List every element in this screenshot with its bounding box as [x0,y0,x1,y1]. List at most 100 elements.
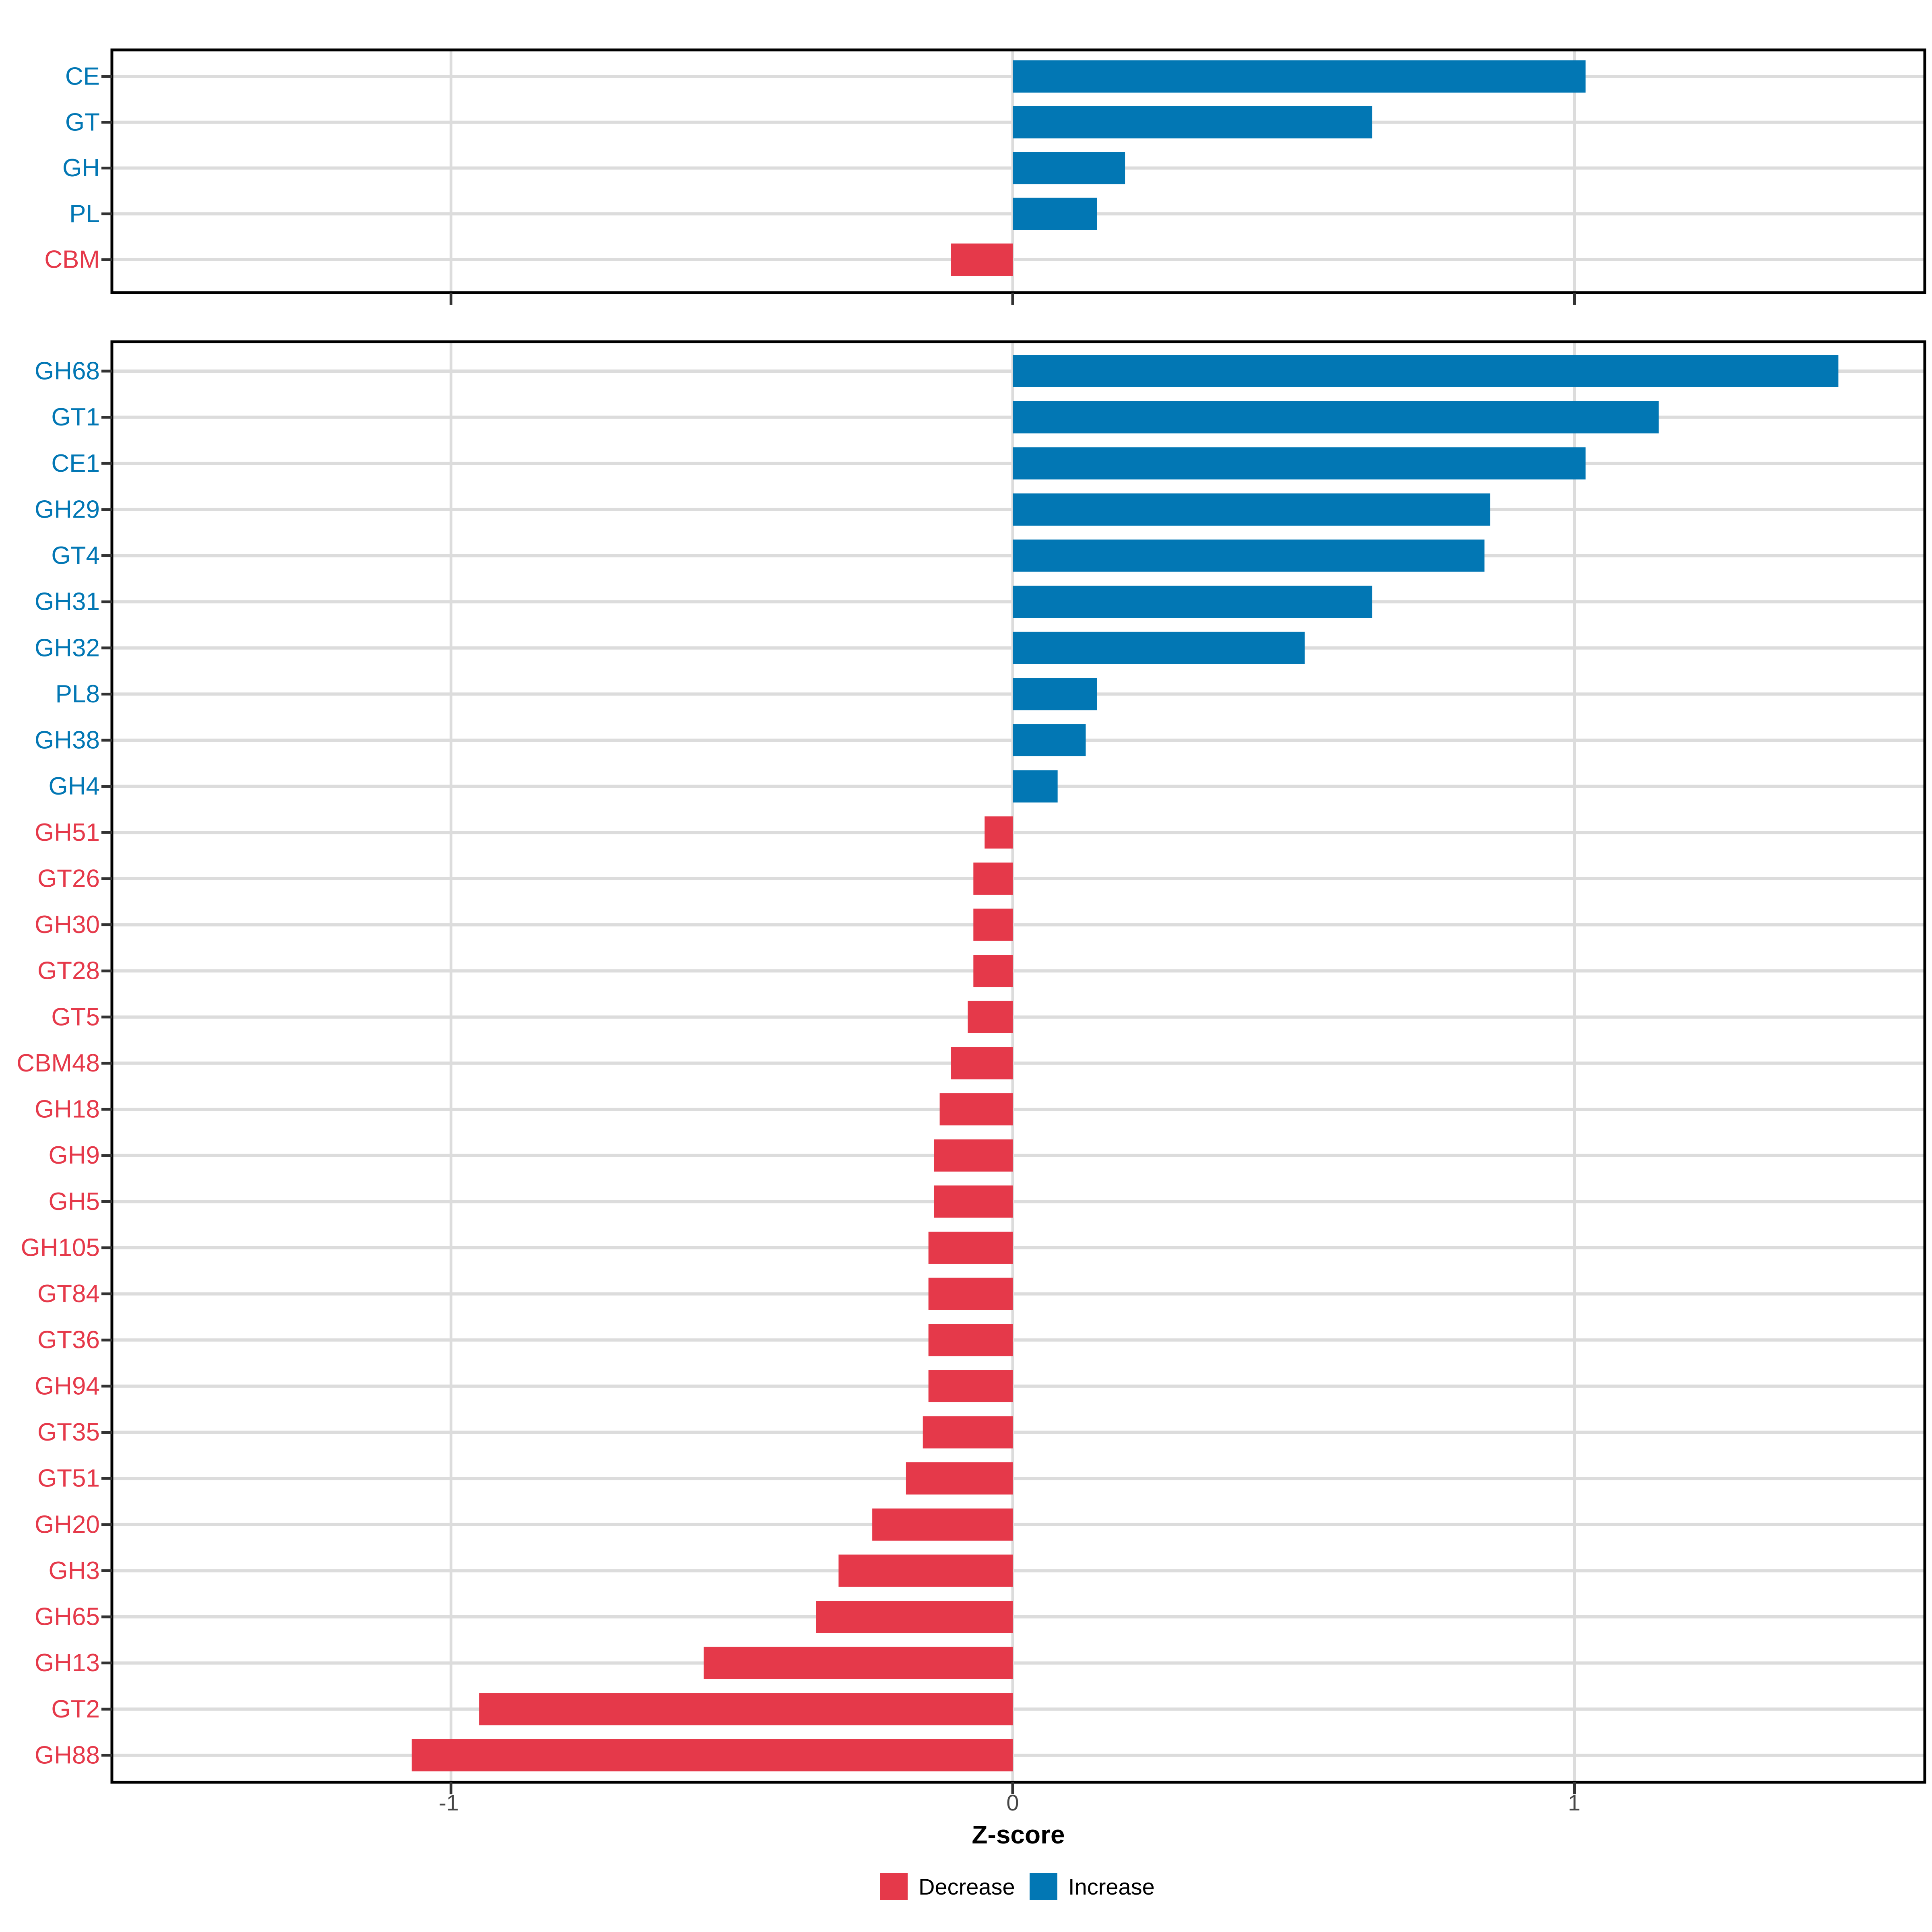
row-label-GH65: GH65 [35,1603,100,1631]
bar-GH4 [1013,770,1058,803]
bar-GH68 [1013,355,1839,387]
gridline-x-1 [1573,50,1576,293]
gridline-y-GT51 [112,1477,1925,1480]
row-label-GH5: GH5 [49,1188,100,1216]
gridline-y-GH94 [112,1384,1925,1388]
bar-GH105 [928,1231,1013,1264]
row-label-GH4: GH4 [49,772,100,800]
x-axis: -1 0 1 Z-score [439,1790,1580,1849]
y-tick-GH13 [101,1662,112,1665]
panel-border [110,48,1926,294]
x-axis-title: Z-score [972,1820,1065,1849]
y-tick-PL8 [101,692,112,696]
bar-GH32 [1013,632,1305,664]
gridline-y-GT35 [112,1430,1925,1434]
y-tick-GT [101,121,112,124]
gridline-y-GT28 [112,969,1925,973]
panel-classes: CE GT GH PL CBM [44,48,1926,305]
row-label-GH3: GH3 [49,1557,100,1585]
row-label-GT1: GT1 [51,403,100,431]
bar-CBM [951,244,1013,276]
y-tick-GH20 [101,1523,112,1526]
bar-GH [1013,152,1125,184]
gridline-y-GT84 [112,1292,1925,1296]
legend-swatch-decrease [880,1873,908,1900]
x-tick-mark-0 [1011,1782,1014,1794]
row-label-GH94: GH94 [35,1372,100,1400]
row-label-GT: GT [65,108,100,136]
row-label-GH20: GH20 [35,1511,100,1538]
bar-GT36 [928,1324,1013,1356]
x-tick-mark-1 [1573,1782,1576,1794]
row-label-GT28: GT28 [37,957,100,985]
y-tick-CBM48 [101,1061,112,1065]
y-tick-GT84 [101,1292,112,1296]
y-tick-GT2 [101,1707,112,1711]
bar-GT28 [973,955,1013,987]
y-tick-GT26 [101,877,112,880]
panel-families: GH68 GT1 CE1 GH29 GT4 GH31 GH32 PL8 GH38 GH4 GH51 G… [17,340,1926,1794]
y-tick-PL [101,212,112,215]
y-tick-CBM [101,258,112,261]
gridline-y-GH30 [112,923,1925,927]
bar-GH20 [872,1508,1013,1541]
row-label-PL: PL [69,200,100,228]
gridline-y-GH88 [112,1753,1925,1757]
y-tick-GH65 [101,1615,112,1618]
bar-GT84 [928,1278,1013,1310]
row-label-GH13: GH13 [35,1649,100,1677]
x-tick-mark--1 [450,293,452,305]
row-label-GT5: GT5 [51,1003,100,1031]
row-label-GH105: GH105 [21,1234,100,1261]
bar-GH38 [1013,724,1086,757]
bar-GH51 [985,816,1013,849]
bar-GH29 [1013,493,1490,526]
y-tick-GH5 [101,1200,112,1203]
gridline-y-CBM [112,258,1925,261]
row-label-GT36: GT36 [37,1326,100,1354]
row-label-GT2: GT2 [51,1695,100,1723]
row-label-GH18: GH18 [35,1096,100,1123]
gridline-y-GH5 [112,1200,1925,1203]
row-label-GT4: GT4 [51,542,100,570]
y-tick-GT28 [101,969,112,972]
y-tick-CE1 [101,462,112,465]
row-label-GT51: GT51 [37,1465,100,1492]
gridline-y-GT5 [112,1015,1925,1019]
bar-GT [1013,106,1373,138]
y-tick-GT4 [101,554,112,557]
y-tick-GH88 [101,1754,112,1757]
gridline-x-1 [1573,342,1576,1782]
y-tick-GH51 [101,831,112,834]
bar-GH31 [1013,586,1373,618]
bar-CE [1013,60,1586,93]
bar-GT4 [1013,539,1485,572]
gridline-x--1 [450,50,452,293]
x-tick-mark-0 [1011,293,1014,305]
bar-GT2 [479,1693,1013,1726]
y-tick-GH18 [101,1108,112,1111]
row-label-GH88: GH88 [35,1741,100,1769]
gridline-y-GH20 [112,1523,1925,1526]
row-label-GH: GH [62,154,100,182]
row-label-GH68: GH68 [35,357,100,385]
y-tick-GH30 [101,923,112,927]
x-tick-mark-1 [1573,293,1576,305]
y-tick-GH68 [101,369,112,373]
bar-GH9 [934,1139,1013,1172]
gridline-y-CBM48 [112,1061,1925,1065]
gridline-y-GH51 [112,831,1925,834]
x-tick-label-neg1: -1 [439,1790,459,1815]
bar-PL [1013,198,1097,230]
gridline-y-GT2 [112,1707,1925,1711]
row-label-GH30: GH30 [35,911,100,939]
y-tick-GH38 [101,739,112,742]
y-tick-GT36 [101,1338,112,1342]
y-tick-GH32 [101,646,112,650]
row-label-CBM48: CBM48 [17,1049,100,1077]
bar-GH3 [838,1554,1013,1587]
bar-GT5 [968,1001,1013,1033]
row-label-GH38: GH38 [35,727,100,754]
legend-label-decrease: Decrease [919,1874,1015,1899]
legend-swatch-increase [1030,1873,1057,1900]
